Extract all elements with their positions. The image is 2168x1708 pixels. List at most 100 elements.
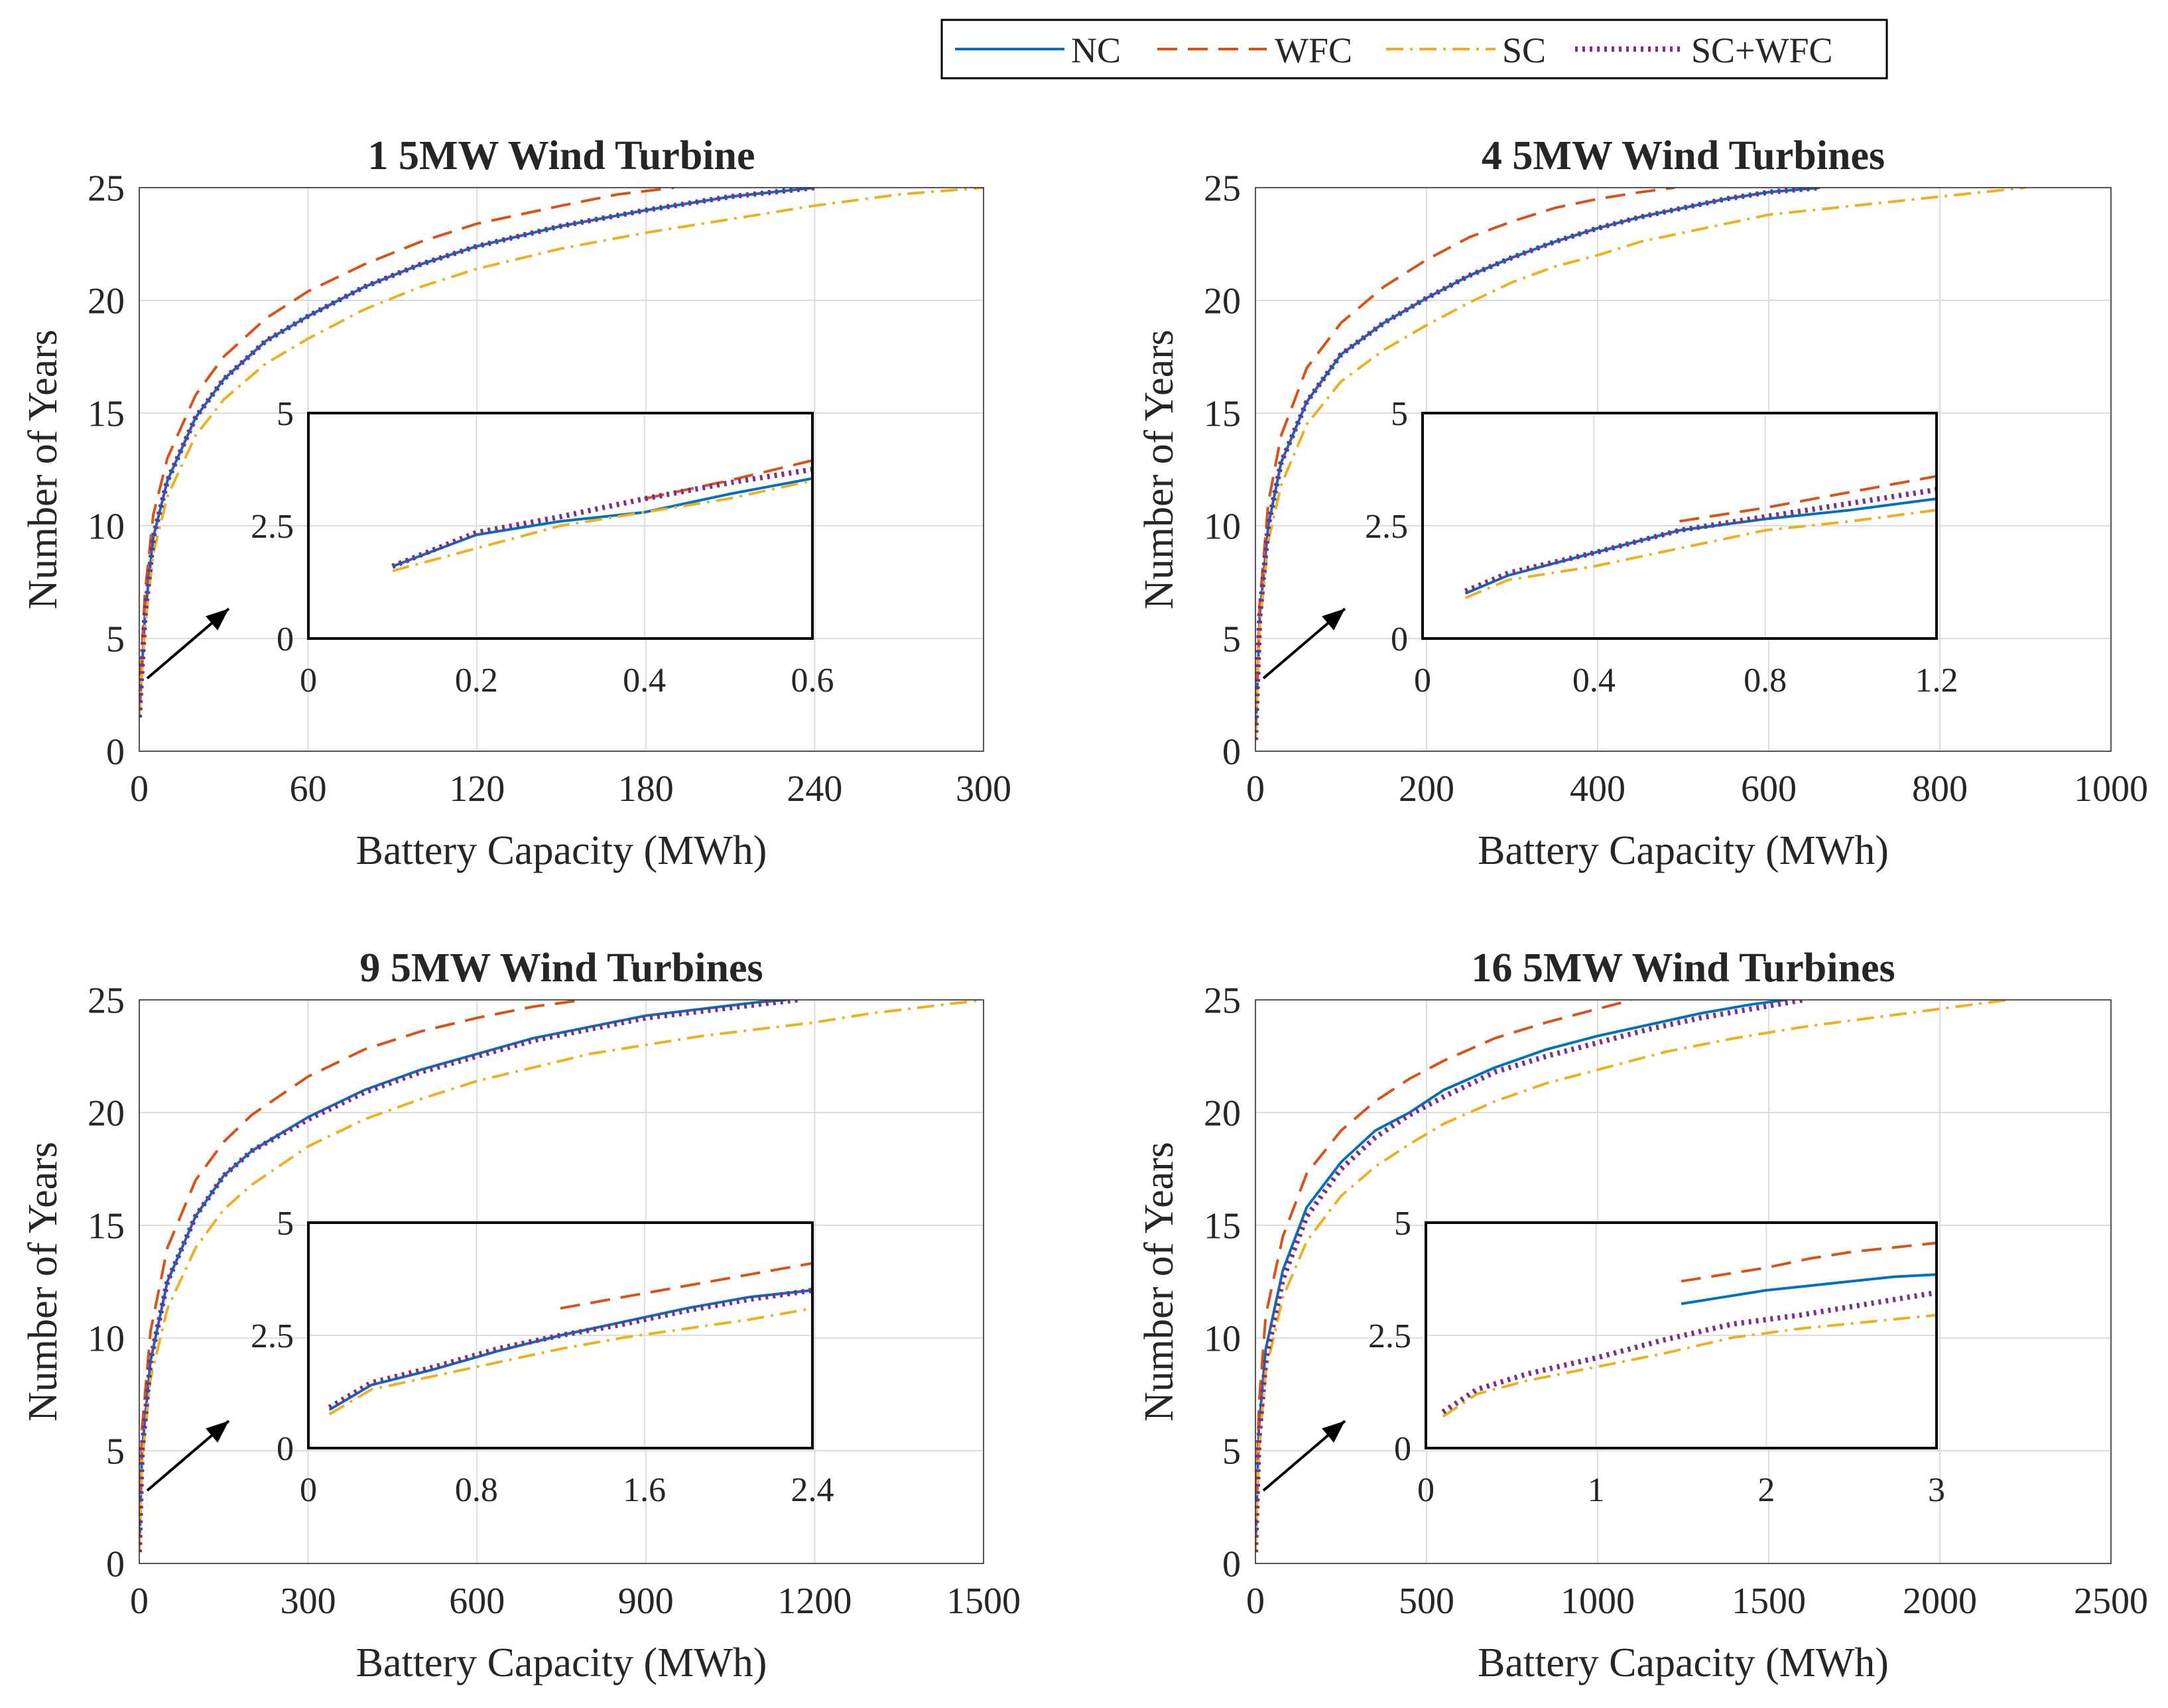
inset-series-sc-wfc — [1464, 487, 1937, 594]
panel-1-turbine: 0 60 120 180 240 300 0 5 10 15 20 25 1 5MW Wind Turb… — [21, 133, 1011, 873]
x-tick-label: 400 — [1570, 768, 1626, 810]
inset-y-tick-label: 0 — [1394, 1430, 1411, 1468]
legend-label-sc-wfc: SC+WFC — [1691, 30, 1833, 70]
inset-x-tick-label: 1.2 — [1915, 662, 1958, 700]
x-tick-label: 1000 — [1561, 1581, 1635, 1622]
y-tick-label: 0 — [1222, 1544, 1241, 1585]
inset-chart: 0 0.8 1.6 2.4 0 2.5 5 — [251, 1205, 834, 1509]
y-tick-label: 15 — [1204, 394, 1241, 435]
y-tick-label: 20 — [1204, 281, 1241, 322]
y-axis-label: Number of Years — [1137, 1142, 1182, 1422]
inset-y-tick-label: 2.5 — [251, 1317, 294, 1355]
legend-entry-wfc: WFC — [1157, 30, 1352, 70]
series-wfc — [139, 1000, 584, 1553]
y-tick-label: 0 — [1222, 732, 1241, 773]
inset-x-tick-label: 0 — [1414, 662, 1431, 700]
axes-frame — [139, 187, 984, 752]
x-tick-label: 1000 — [2074, 768, 2148, 810]
y-tick-label: 15 — [88, 394, 125, 435]
inset-series-wfc — [1681, 1241, 1937, 1283]
y-tick-label: 5 — [1222, 619, 1241, 660]
y-tick-label: 15 — [1204, 1206, 1241, 1247]
chart-title: 4 5MW Wind Turbines — [1482, 133, 1885, 178]
inset-chart: 0 0.2 0.4 0.6 0 2.5 5 — [251, 395, 834, 700]
legend-box — [940, 19, 1888, 80]
inset-x-tick-label: 0 — [1417, 1471, 1435, 1509]
x-tick-label: 60 — [290, 768, 327, 810]
zoom-arrow-head — [1322, 1421, 1345, 1443]
y-tick-label: 10 — [1204, 1319, 1241, 1360]
y-tick-label: 5 — [1222, 1432, 1241, 1473]
x-tick-label: 0 — [130, 1581, 149, 1622]
y-tick-label: 25 — [1204, 168, 1241, 210]
x-axis-label: Battery Capacity (MWh) — [356, 828, 767, 873]
y-tick-label: 10 — [88, 1319, 125, 1360]
inset-chart: 0 0.4 0.8 1.2 0 2.5 5 — [1365, 395, 1958, 700]
y-tick-label: 25 — [88, 168, 125, 210]
inset-x-tick-label: 3 — [1928, 1471, 1945, 1509]
inset-x-tick-label: 0.4 — [1572, 662, 1616, 700]
inset-series-sc — [392, 479, 812, 572]
y-tick-label: 20 — [88, 281, 125, 322]
y-tick-label: 20 — [88, 1093, 125, 1134]
inset-x-tick-label: 0.8 — [1744, 662, 1787, 700]
series-sc — [1255, 188, 2026, 741]
series-sc-wfc — [1255, 1000, 1804, 1553]
series-sc — [1255, 1000, 2009, 1553]
y-tick-label: 0 — [106, 732, 125, 773]
x-axis-label: Battery Capacity (MWh) — [356, 1640, 767, 1685]
axes-frame — [139, 999, 984, 1564]
y-tick-label: 25 — [88, 981, 125, 1022]
x-tick-label: 2500 — [2074, 1581, 2148, 1622]
inset-chart: 0 1 2 3 0 2.5 5 — [1368, 1205, 1945, 1509]
inset-series-sc — [328, 1307, 812, 1416]
series-sc-wfc — [139, 1000, 798, 1553]
inset-x-tick-label: 0.4 — [623, 662, 666, 700]
inset-series-sc — [1442, 1313, 1937, 1418]
x-tick-label: 500 — [1399, 1581, 1454, 1622]
y-axis-label: Number of Years — [21, 1142, 66, 1422]
x-tick-label: 180 — [618, 768, 674, 810]
inset-x-tick-label: 0.2 — [455, 662, 498, 700]
legend-entry-sc: SC — [1386, 30, 1546, 70]
y-tick-label: 20 — [1204, 1093, 1241, 1134]
inset-y-tick-label: 0 — [1391, 621, 1408, 658]
x-tick-label: 900 — [618, 1581, 674, 1622]
inset-y-tick-label: 5 — [1391, 395, 1408, 433]
inset-y-tick-label: 0 — [277, 621, 294, 658]
y-tick-label: 10 — [88, 507, 125, 548]
x-tick-label: 0 — [130, 768, 149, 810]
chart-title: 16 5MW Wind Turbines — [1471, 945, 1895, 991]
inset-x-tick-label: 0 — [300, 1471, 317, 1509]
inset-axes-frame — [1421, 412, 1938, 640]
legend-entry-sc-wfc: SC+WFC — [1575, 30, 1833, 70]
inset-x-tick-label: 0.6 — [791, 662, 834, 700]
zoom-arrow-head — [206, 1421, 229, 1443]
x-axis-label: Battery Capacity (MWh) — [1478, 828, 1889, 873]
y-tick-label: 0 — [106, 1544, 125, 1585]
series-nc — [1255, 1000, 1787, 1553]
x-tick-label: 240 — [787, 768, 842, 810]
panel-4-turbines: 0 200 400 600 800 1000 0 5 10 15 20 25 4 5MW Wind Tu… — [1137, 133, 2148, 873]
chart-title: 9 5MW Wind Turbines — [359, 945, 763, 991]
inset-x-tick-label: 1.6 — [623, 1471, 666, 1509]
panel-9-turbines: 0 300 600 900 1200 1500 0 5 10 15 20 25 9 5MW Wind T… — [21, 945, 1021, 1685]
series-sc — [139, 1000, 984, 1553]
inset-x-tick-label: 1 — [1588, 1471, 1605, 1509]
y-tick-label: 25 — [1204, 981, 1241, 1022]
axes-frame — [1255, 187, 2112, 752]
x-tick-label: 200 — [1399, 768, 1454, 810]
inset-y-tick-label: 5 — [277, 395, 294, 433]
inset-x-tick-label: 2.4 — [791, 1471, 834, 1509]
y-axis-label: Number of Years — [21, 330, 66, 609]
x-tick-label: 300 — [281, 1581, 336, 1622]
x-tick-label: 2000 — [1903, 1581, 1977, 1622]
inset-y-tick-label: 2.5 — [1368, 1317, 1411, 1355]
zoom-arrow-head — [206, 609, 229, 631]
y-tick-label: 5 — [106, 1432, 125, 1473]
x-tick-label: 1200 — [777, 1581, 852, 1622]
axes-frame — [1255, 999, 2112, 1564]
inset-series-sc-wfc — [1441, 1290, 1937, 1414]
inset-x-tick-label: 2 — [1757, 1471, 1775, 1509]
